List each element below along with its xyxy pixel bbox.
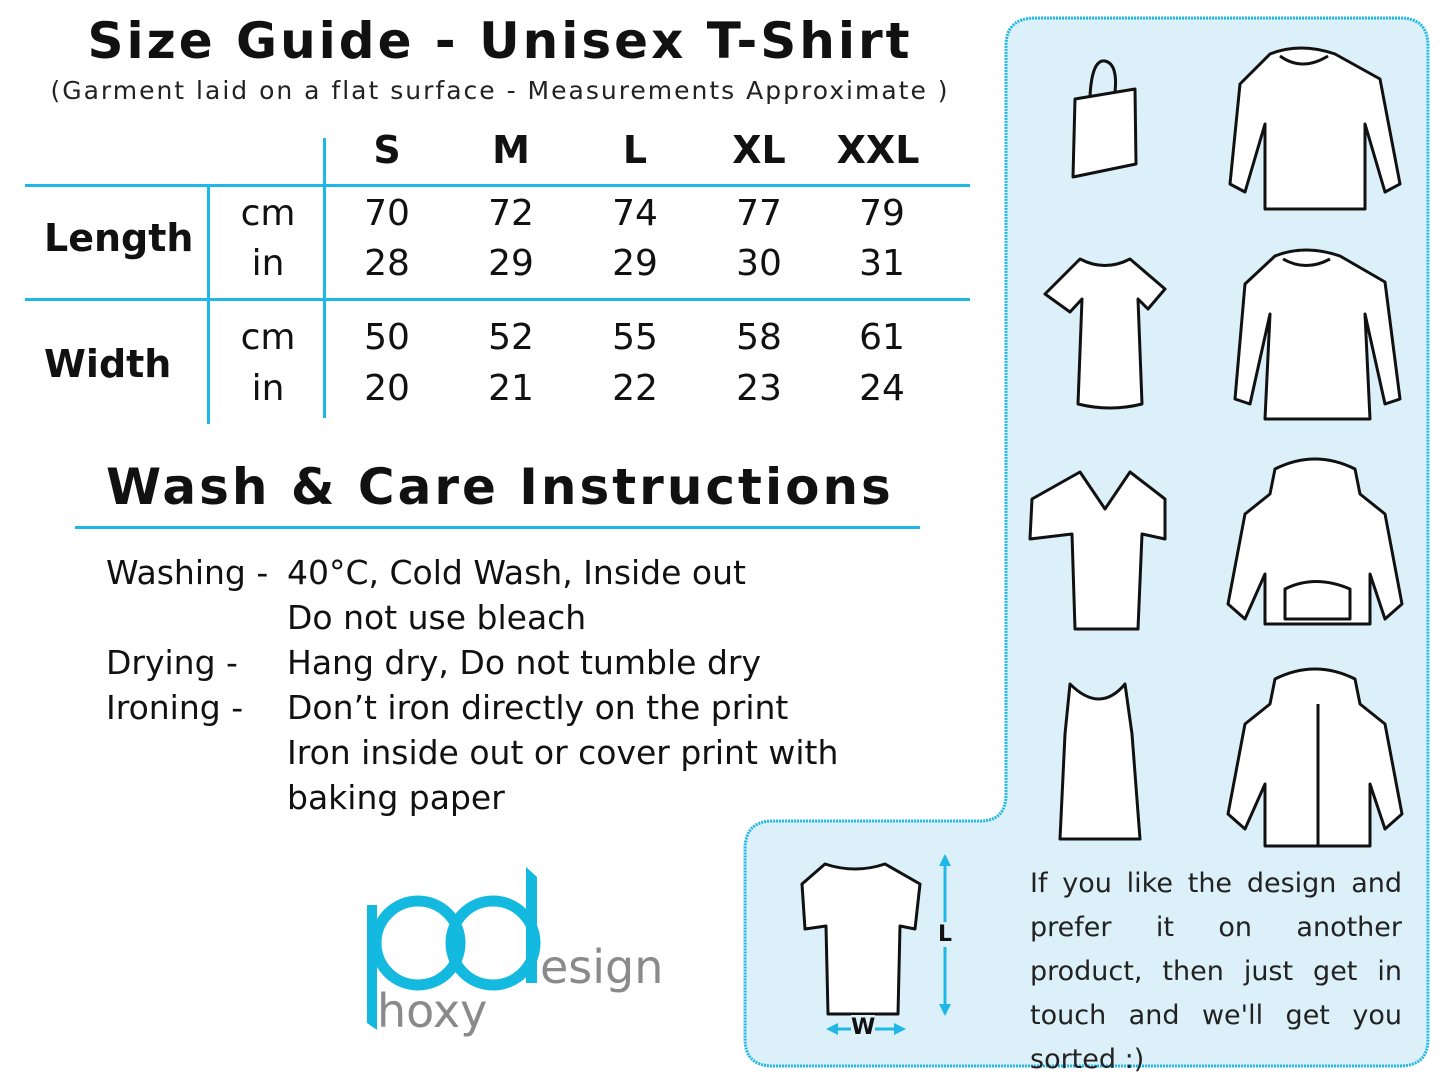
divider: [323, 138, 326, 418]
size-value-cell: 79: [859, 193, 905, 234]
size-value-cell: 31: [859, 243, 905, 284]
page-title: Size Guide - Unisex T-Shirt: [87, 12, 913, 70]
size-header-l: L: [622, 128, 648, 172]
phoxy-design-logo: esign hoxy: [367, 867, 663, 1038]
size-value-cell: 20: [364, 368, 410, 409]
divider: [207, 184, 210, 424]
svg-text:hoxy: hoxy: [377, 984, 487, 1038]
care-title: Wash & Care Instructions: [106, 458, 894, 516]
tank-top-icon: [1058, 682, 1142, 841]
size-value-cell: 61: [859, 317, 905, 358]
sweatshirt-icon: [1228, 46, 1402, 211]
unit-label: cm: [240, 317, 296, 358]
size-value-cell: 55: [612, 317, 658, 358]
size-header-xxl: XXL: [836, 128, 920, 172]
size-value-cell: 29: [488, 243, 534, 284]
crew-sweater-icon: [1233, 248, 1402, 421]
care-line: 40°C, Cold Wash, Inside out: [287, 553, 746, 592]
row-label-width: Width: [44, 342, 172, 386]
care-line: Iron inside out or cover print with: [287, 733, 839, 772]
care-line: Don’t iron directly on the print: [287, 688, 789, 727]
page-subtitle: (Garment laid on a flat surface - Measur…: [50, 76, 950, 105]
unit-label: in: [251, 368, 285, 409]
size-value-cell: 22: [612, 368, 658, 409]
size-header-m: M: [492, 128, 530, 172]
size-value-cell: 29: [612, 243, 658, 284]
size-value-cell: 30: [736, 243, 782, 284]
womens-tshirt-icon: [1043, 257, 1167, 410]
tshirt-diagram-icon: [800, 862, 922, 1016]
size-value-cell: 74: [612, 193, 658, 234]
unit-label: in: [251, 243, 285, 284]
size-header-xl: XL: [732, 128, 786, 172]
unit-label: cm: [240, 193, 296, 234]
care-line: Hang dry, Do not tumble dry: [287, 643, 761, 682]
size-value-cell: 58: [736, 317, 782, 358]
care-label-ironing: Ironing -: [106, 688, 244, 727]
svg-text:esign: esign: [540, 940, 663, 994]
row-label-length: Length: [44, 216, 194, 260]
size-value-cell: 50: [364, 317, 410, 358]
size-value-cell: 23: [736, 368, 782, 409]
divider: [25, 184, 970, 187]
tote-bag-icon: [1071, 59, 1138, 179]
zip-hoodie-icon: [1226, 667, 1404, 848]
size-value-cell: 72: [488, 193, 534, 234]
size-value-cell: 24: [859, 368, 905, 409]
vneck-tshirt-icon: [1028, 470, 1167, 631]
size-value-cell: 21: [488, 368, 534, 409]
hoodie-icon: [1226, 457, 1404, 626]
divider: [75, 526, 920, 529]
care-line: baking paper: [287, 778, 505, 817]
size-value-cell: 28: [364, 243, 410, 284]
divider: [25, 298, 970, 301]
care-line: Do not use bleach: [287, 598, 587, 637]
products-panel: [743, 16, 1430, 1068]
size-value-cell: 77: [736, 193, 782, 234]
size-value-cell: 70: [364, 193, 410, 234]
care-label-washing: Washing -: [106, 553, 269, 592]
contact-note: If you like the design and prefer it on …: [1030, 868, 1402, 1075]
care-label-drying: Drying -: [106, 643, 238, 682]
length-label: L: [938, 922, 953, 947]
size-value-cell: 52: [488, 317, 534, 358]
width-label: W: [851, 1015, 876, 1040]
size-header-s: S: [373, 128, 401, 172]
